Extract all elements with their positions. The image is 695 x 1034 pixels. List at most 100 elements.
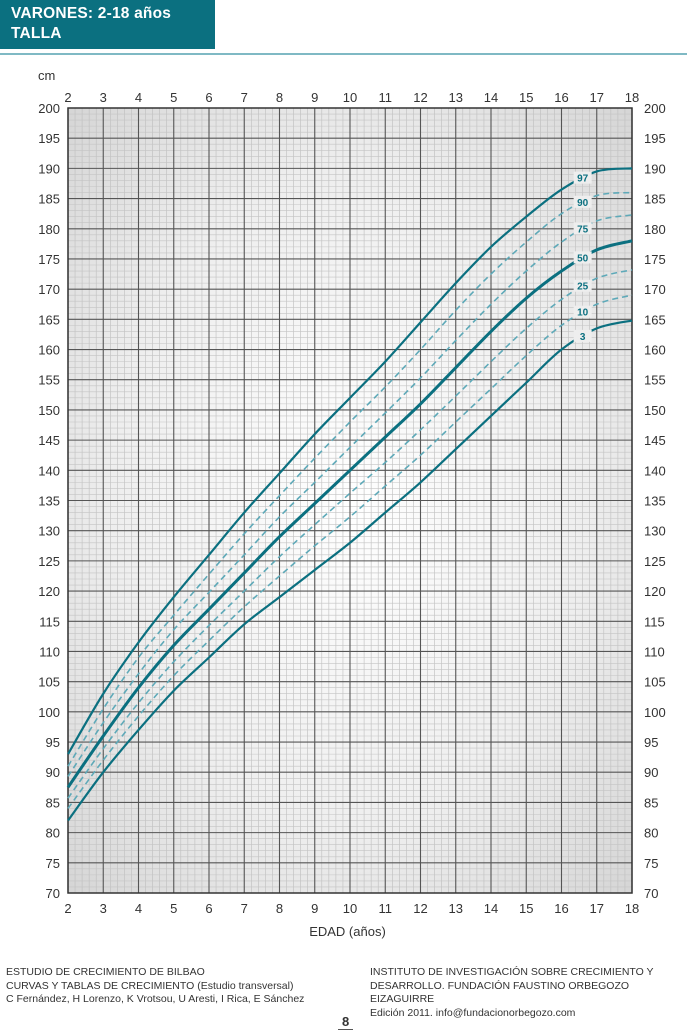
svg-text:11: 11 xyxy=(379,901,393,916)
percentile-50-curve xyxy=(66,239,633,789)
svg-text:190: 190 xyxy=(644,161,666,176)
footer-line: Edición 2011. info@fundacionorbegozo.com xyxy=(370,1006,576,1019)
svg-text:120: 120 xyxy=(38,584,60,599)
svg-text:5: 5 xyxy=(170,901,177,916)
svg-text:180: 180 xyxy=(644,222,666,237)
header-divider xyxy=(0,53,687,55)
svg-text:8: 8 xyxy=(276,901,283,916)
tick-labels: 2 2 3 3 4 4 5 5 6 6 7 7 8 8 9 9 10 10 11 11 12 12 13 13 14 14 15 15… xyxy=(38,90,665,916)
svg-text:11: 11 xyxy=(379,90,393,105)
footer-line: CURVAS Y TABLAS DE CRECIMIENTO (Estudio … xyxy=(6,979,294,992)
svg-text:150: 150 xyxy=(38,403,60,418)
svg-text:145: 145 xyxy=(644,433,666,448)
svg-text:7: 7 xyxy=(241,901,248,916)
svg-text:175: 175 xyxy=(38,252,60,267)
header-subtitle: TALLA xyxy=(11,25,62,42)
footer-institute-credits: INSTITUTO DE INVESTIGACIÓN SOBRE CRECIMI… xyxy=(370,966,695,1020)
svg-text:18: 18 xyxy=(625,901,639,916)
svg-text:75: 75 xyxy=(644,856,658,871)
percentile-label: 50 xyxy=(577,253,589,264)
svg-text:90: 90 xyxy=(644,765,658,780)
percentile-curves xyxy=(66,167,633,822)
svg-text:80: 80 xyxy=(644,826,658,841)
svg-text:150: 150 xyxy=(644,403,666,418)
svg-text:9: 9 xyxy=(311,90,318,105)
percentile-labels: 97 90 75 50 25 10 3 xyxy=(573,171,592,343)
svg-text:165: 165 xyxy=(644,312,666,327)
svg-text:12: 12 xyxy=(413,901,427,916)
header-title: VARONES: 2-18 años xyxy=(11,5,172,22)
svg-text:140: 140 xyxy=(38,463,60,478)
percentile-3-curve xyxy=(67,319,633,822)
svg-text:2: 2 xyxy=(64,901,71,916)
svg-text:135: 135 xyxy=(38,494,60,509)
svg-text:75: 75 xyxy=(46,856,60,871)
svg-text:160: 160 xyxy=(38,343,60,358)
svg-text:200: 200 xyxy=(644,101,666,116)
percentile-97-curve xyxy=(67,167,633,755)
svg-text:170: 170 xyxy=(38,282,60,297)
svg-text:13: 13 xyxy=(449,901,463,916)
svg-text:16: 16 xyxy=(554,901,568,916)
svg-text:6: 6 xyxy=(205,90,212,105)
footer-study-credits: ESTUDIO DE CRECIMIENTO DE BILBAO CURVAS … xyxy=(6,966,304,1007)
footer-line: C Fernández, H Lorenzo, K Vrotsou, U Are… xyxy=(6,993,305,1005)
svg-text:130: 130 xyxy=(644,524,666,539)
svg-text:17: 17 xyxy=(590,901,604,916)
svg-text:5: 5 xyxy=(170,90,177,105)
footer-line: DESARROLLO. FUNDACIÓN FAUSTINO ORBEGOZO … xyxy=(370,979,630,1006)
x-axis-label: EDAD (años) xyxy=(309,924,386,939)
svg-text:175: 175 xyxy=(644,252,666,267)
percentile-label: 75 xyxy=(577,224,589,235)
svg-text:95: 95 xyxy=(46,735,60,750)
footer-line: ESTUDIO DE CRECIMIENTO DE BILBAO xyxy=(6,966,205,978)
svg-text:115: 115 xyxy=(39,614,60,629)
svg-text:10: 10 xyxy=(343,90,357,105)
growth-chart: 2 2 3 3 4 4 5 5 6 6 7 7 8 8 9 9 10 10 11 11 12 12 13 13 14 14 15 15… xyxy=(38,90,665,916)
svg-text:135: 135 xyxy=(644,494,666,509)
svg-text:9: 9 xyxy=(311,901,318,916)
y-axis-unit: cm xyxy=(38,68,56,83)
svg-text:145: 145 xyxy=(38,433,60,448)
percentile-label: 97 xyxy=(577,174,589,185)
page-number: 8 xyxy=(338,1014,354,1030)
svg-text:10: 10 xyxy=(343,901,357,916)
svg-text:195: 195 xyxy=(38,131,60,146)
svg-text:14: 14 xyxy=(484,90,498,105)
footer-line: INSTITUTO DE INVESTIGACIÓN SOBRE CRECIMI… xyxy=(370,966,654,978)
svg-text:105: 105 xyxy=(38,675,60,690)
svg-text:115: 115 xyxy=(644,614,665,629)
percentile-25-curve xyxy=(67,269,633,799)
svg-text:16: 16 xyxy=(554,90,568,105)
svg-text:85: 85 xyxy=(644,795,658,810)
percentile-label: 3 xyxy=(580,332,586,343)
page-header: VARONES: 2-18 años TALLA xyxy=(0,0,215,49)
svg-text:195: 195 xyxy=(644,131,666,146)
svg-text:3: 3 xyxy=(100,90,107,105)
svg-text:160: 160 xyxy=(644,343,666,358)
percentile-90-curve xyxy=(67,191,633,767)
svg-text:185: 185 xyxy=(38,192,60,207)
percentile-10-curve xyxy=(67,294,633,809)
svg-text:70: 70 xyxy=(46,886,60,901)
svg-text:90: 90 xyxy=(46,765,60,780)
svg-text:155: 155 xyxy=(644,373,666,388)
percentile-label: 10 xyxy=(577,308,589,319)
svg-text:17: 17 xyxy=(590,90,604,105)
svg-text:7: 7 xyxy=(241,90,248,105)
svg-text:15: 15 xyxy=(519,901,533,916)
svg-text:100: 100 xyxy=(644,705,666,720)
svg-text:95: 95 xyxy=(644,735,658,750)
percentile-label: 25 xyxy=(577,282,589,293)
svg-text:180: 180 xyxy=(38,222,60,237)
svg-text:110: 110 xyxy=(644,644,665,659)
svg-text:165: 165 xyxy=(38,312,60,327)
svg-text:4: 4 xyxy=(135,90,142,105)
percentile-75-curve xyxy=(67,214,633,777)
svg-text:125: 125 xyxy=(38,554,60,569)
svg-text:15: 15 xyxy=(519,90,533,105)
svg-text:125: 125 xyxy=(644,554,666,569)
svg-text:14: 14 xyxy=(484,901,498,916)
svg-text:120: 120 xyxy=(644,584,666,599)
svg-text:185: 185 xyxy=(644,192,666,207)
